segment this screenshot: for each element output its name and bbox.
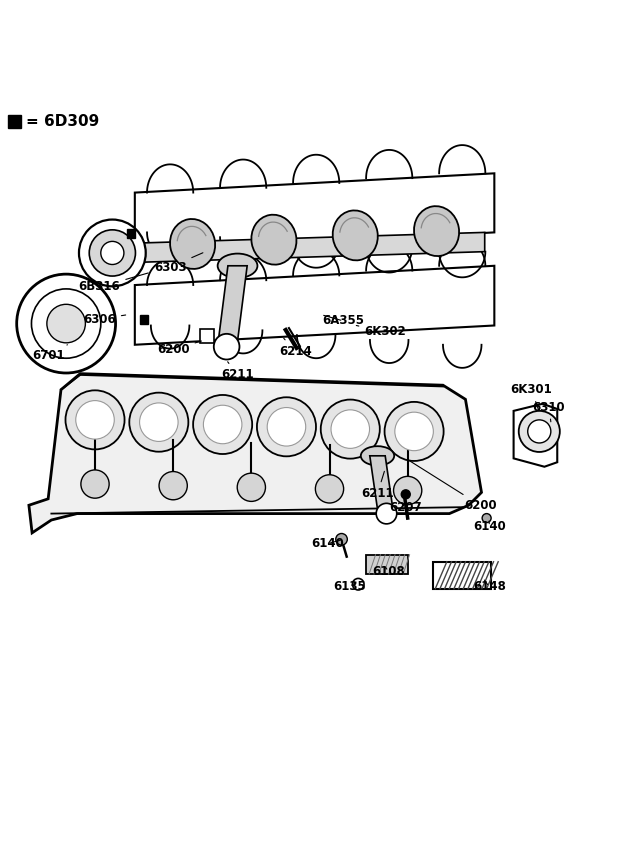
Text: 6200: 6200 [157,341,202,356]
Bar [433,562,491,589]
Text: 6211: 6211 [361,471,394,500]
Circle shape [237,473,265,502]
Polygon shape [109,232,485,264]
Ellipse shape [361,446,394,466]
Circle shape [336,534,347,545]
Circle shape [31,289,101,358]
Circle shape [214,334,239,360]
Circle shape [129,393,188,451]
Circle shape [139,403,178,441]
Polygon shape [135,173,494,252]
Circle shape [321,400,380,459]
Circle shape [47,304,85,343]
Circle shape [352,579,364,590]
Circle shape [331,410,370,448]
Text: 6214: 6214 [279,338,312,358]
Circle shape [65,390,125,450]
Bar [8,115,21,128]
Circle shape [528,420,551,443]
Circle shape [519,411,560,452]
Text: 6B316: 6B316 [78,273,148,293]
Text: 6200: 6200 [408,460,496,512]
Circle shape [315,475,343,503]
Circle shape [193,395,252,454]
Circle shape [376,503,397,524]
Text: 6148: 6148 [473,580,506,593]
Ellipse shape [414,207,459,256]
Polygon shape [217,266,247,351]
Circle shape [204,405,242,444]
Ellipse shape [333,211,377,260]
Text: eReplacementParts.com: eReplacementParts.com [202,438,440,457]
Polygon shape [514,404,557,467]
Bar [140,315,148,324]
Text: = 6D309: = 6D309 [26,114,99,129]
Polygon shape [370,456,394,518]
Circle shape [267,407,306,446]
Text: 6K301: 6K301 [510,383,553,410]
Circle shape [482,513,491,523]
Text: 6310: 6310 [533,400,565,422]
Ellipse shape [218,253,257,278]
Circle shape [257,397,316,456]
Bar [366,555,408,574]
Polygon shape [29,374,481,533]
Bar [127,230,135,237]
Circle shape [79,219,146,286]
Text: 6306: 6306 [83,313,126,326]
Bar [200,329,214,343]
Circle shape [76,400,114,439]
Ellipse shape [252,215,297,264]
Text: 6211: 6211 [221,362,254,382]
Text: 6108: 6108 [372,565,405,578]
Text: 6135: 6135 [333,581,367,593]
Circle shape [395,412,433,451]
Text: 6K302: 6K302 [356,326,406,338]
Circle shape [394,476,422,505]
Circle shape [81,470,109,498]
Polygon shape [135,266,494,345]
Text: 6140: 6140 [311,537,344,550]
Circle shape [385,402,444,461]
Text: 6303: 6303 [154,252,203,274]
Text: 6A355: 6A355 [322,314,365,327]
Ellipse shape [170,219,215,269]
Text: 6207: 6207 [390,497,422,513]
Text: 6140: 6140 [473,520,506,533]
Text: 6701: 6701 [32,345,67,362]
Circle shape [401,490,410,499]
Circle shape [17,275,116,373]
Circle shape [89,230,135,276]
Circle shape [101,241,124,264]
Circle shape [159,472,187,500]
